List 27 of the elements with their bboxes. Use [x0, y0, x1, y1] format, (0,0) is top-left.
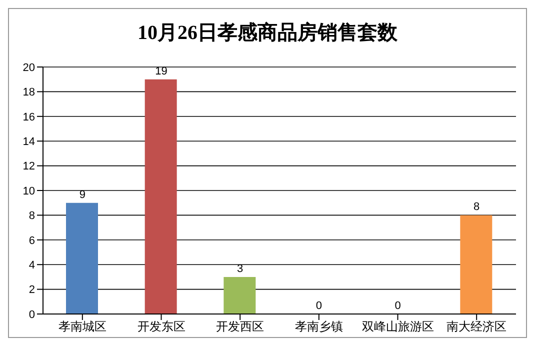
y-tick-label: 2 — [28, 284, 35, 296]
x-tick-label: 双峰山旅游区 — [362, 320, 434, 334]
x-tick-label: 开发西区 — [216, 320, 264, 334]
bar — [460, 215, 492, 314]
bar — [66, 202, 98, 314]
data-label: 19 — [155, 65, 168, 78]
x-tick-label: 孝南城区 — [58, 320, 106, 334]
data-label: 9 — [79, 188, 86, 201]
y-tick-label: 6 — [28, 234, 35, 247]
y-tick-label: 12 — [22, 160, 35, 173]
chart-title: 10月26日孝感商品房销售套数 — [136, 20, 398, 46]
x-tick-label: 南大经济区 — [446, 320, 507, 334]
data-label: 0 — [394, 300, 401, 312]
bar — [144, 79, 177, 314]
y-tick-label: 4 — [28, 260, 35, 272]
y-tick-label: 14 — [22, 136, 35, 148]
bar — [224, 276, 256, 314]
data-label: 8 — [474, 201, 480, 214]
data-label: 0 — [316, 300, 322, 312]
y-tick-label: 0 — [28, 308, 35, 321]
y-tick-label: 8 — [28, 210, 35, 222]
x-tick-label: 孝南乡镇 — [294, 320, 343, 334]
y-tick-label: 10 — [22, 185, 35, 198]
y-tick-label: 20 — [22, 62, 35, 74]
y-tick-label: 18 — [22, 86, 35, 99]
y-tick-label: 16 — [22, 111, 35, 124]
x-tick-label: 开发东区 — [137, 320, 186, 334]
